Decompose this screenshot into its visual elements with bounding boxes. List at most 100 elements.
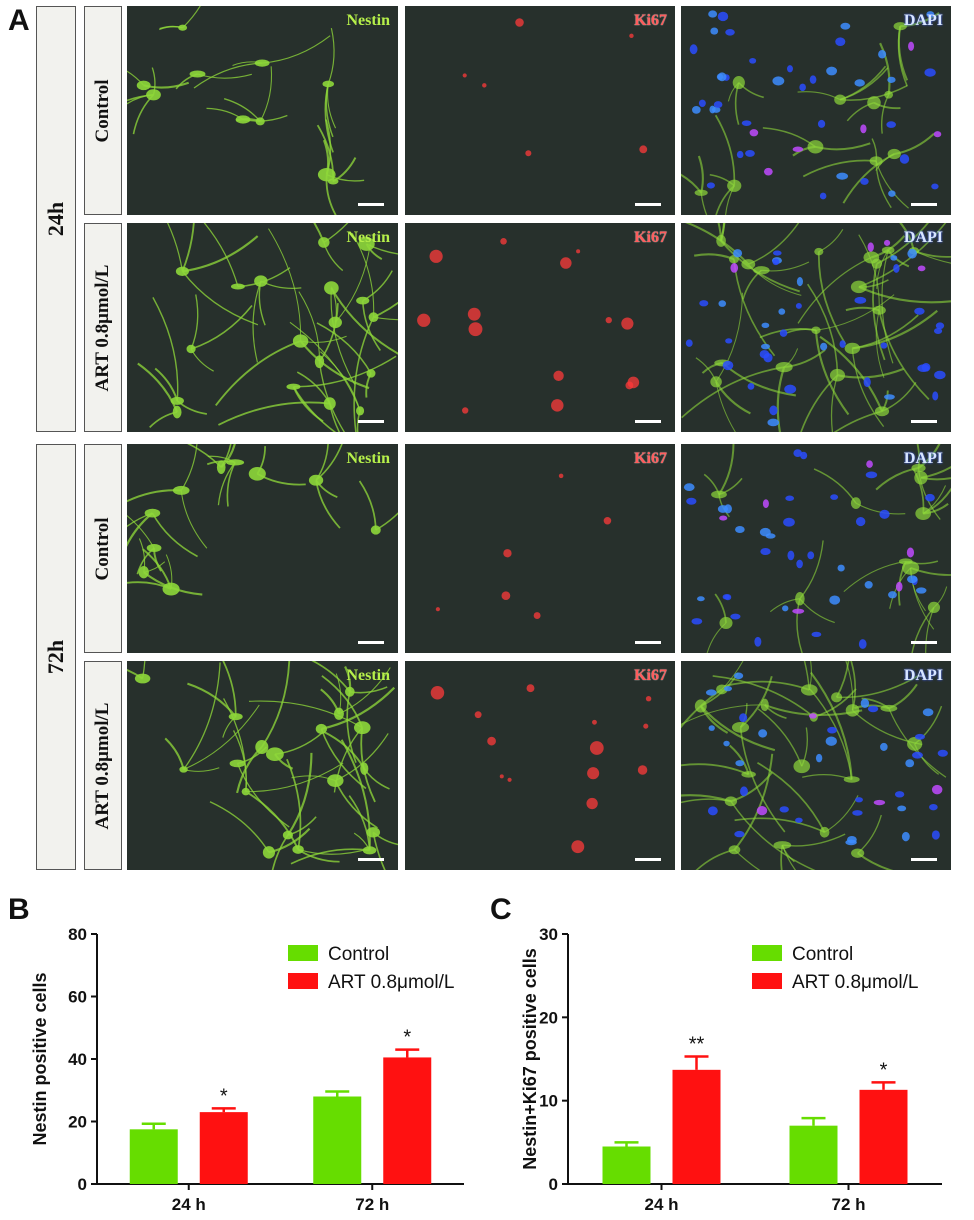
- row-label-text: Control: [92, 79, 113, 142]
- bar-control: [129, 1129, 178, 1184]
- y-tick-label: 40: [68, 1050, 87, 1069]
- micrograph-nestin: Nestin: [127, 223, 398, 432]
- micrograph-image: [127, 661, 398, 870]
- micrograph-image: [683, 444, 951, 653]
- scale-bar: [358, 858, 384, 861]
- row-label-art-24h: ART 0.8μmol/L: [84, 223, 122, 432]
- micrograph-dapi: DAPI: [681, 223, 951, 432]
- row-label-text: ART 0.8μmol/L: [92, 702, 113, 829]
- row-label-text: Control: [92, 517, 113, 580]
- y-tick-label: 60: [68, 988, 87, 1007]
- legend-label: Control: [328, 944, 389, 965]
- channel-label-dapi: DAPI: [903, 229, 943, 246]
- row-label-text: ART 0.8μmol/L: [92, 264, 113, 391]
- micrograph-image: [681, 223, 951, 432]
- micrograph-image: [127, 6, 365, 215]
- micrograph-dapi: DAPI: [681, 444, 951, 653]
- y-tick-label: 0: [78, 1175, 87, 1194]
- chart-nestin-positive: 0 20 40 60 80 Nestin positive cells 24 h * 72 h *…: [30, 925, 464, 1214]
- panel-c-letter: C: [490, 893, 512, 926]
- channel-label-dapi: DAPI: [903, 450, 943, 467]
- scale-bar: [911, 858, 937, 861]
- scale-bar: [635, 203, 661, 206]
- channel-label-ki67: Ki67: [634, 450, 667, 467]
- channel-label-dapi: DAPI: [903, 12, 943, 29]
- channel-label-nestin: Nestin: [346, 450, 390, 467]
- micrograph-image: [435, 473, 612, 619]
- bar-art: [672, 1069, 721, 1184]
- time-label-24h: 24h: [36, 6, 76, 432]
- row-label-control-72h: Control: [84, 444, 122, 653]
- y-axis-title: Nestin+Ki67 positive cells: [520, 948, 540, 1170]
- row-label-art-72h: ART 0.8μmol/L: [84, 661, 122, 870]
- scale-bar: [635, 420, 661, 423]
- legend-swatch: [288, 973, 318, 989]
- channel-label-dapi: DAPI: [903, 667, 943, 684]
- micrograph-dapi: DAPI: [681, 661, 951, 870]
- x-tick-label: 72 h: [831, 1195, 865, 1214]
- significance-marker: *: [403, 1027, 411, 1049]
- scale-bar: [911, 420, 937, 423]
- y-tick-label: 0: [549, 1175, 558, 1194]
- time-label-24h-text: 24h: [43, 201, 68, 237]
- row-label-control-24h: Control: [84, 6, 122, 215]
- time-label-72h: 72h: [36, 444, 76, 870]
- micrograph-image: [417, 237, 640, 414]
- legend-label: ART 0.8μmol/L: [792, 972, 918, 993]
- significance-marker: *: [880, 1059, 888, 1081]
- significance-marker: **: [689, 1034, 705, 1056]
- legend-label: ART 0.8μmol/L: [328, 972, 454, 993]
- channel-label-ki67: Ki67: [634, 229, 667, 246]
- legend-swatch: [288, 945, 318, 961]
- legend-swatch: [752, 945, 782, 961]
- micrograph-ki67: Ki67: [405, 661, 675, 870]
- micrograph-ki67: Ki67: [405, 444, 675, 653]
- bar-art: [199, 1112, 248, 1184]
- micrograph-image: [430, 684, 652, 854]
- legend-label: Control: [792, 944, 853, 965]
- panel-a-letter: A: [8, 4, 30, 37]
- scale-bar: [635, 641, 661, 644]
- scale-bar: [358, 641, 384, 644]
- micrograph-nestin: Nestin: [127, 6, 398, 215]
- y-tick-label: 30: [539, 925, 558, 944]
- micrograph-ki67: Ki67: [405, 223, 675, 432]
- bar-control: [602, 1146, 651, 1184]
- micrograph-image: [681, 661, 948, 870]
- scale-bar: [911, 203, 937, 206]
- chart-nestin-ki67-positive: 0 10 20 30 Nestin+Ki67 positive cells 24 h ** 7…: [520, 925, 942, 1214]
- panel-b-letter: B: [8, 893, 30, 926]
- micrograph-dapi: DAPI: [681, 6, 951, 215]
- bar-art: [383, 1057, 432, 1184]
- y-axis-title: Nestin positive cells: [30, 972, 50, 1145]
- micrograph-ki67: Ki67: [405, 6, 675, 215]
- channel-label-nestin: Nestin: [346, 229, 390, 246]
- micrograph-image: [462, 18, 648, 157]
- bar-control: [789, 1125, 838, 1184]
- micrograph-nestin: Nestin: [127, 661, 398, 870]
- significance-marker: *: [220, 1085, 228, 1107]
- x-tick-label: 24 h: [644, 1195, 678, 1214]
- x-tick-label: 24 h: [172, 1195, 206, 1214]
- y-tick-label: 20: [539, 1008, 558, 1027]
- y-tick-label: 20: [68, 1113, 87, 1132]
- x-tick-label: 72 h: [355, 1195, 389, 1214]
- channel-label-nestin: Nestin: [346, 12, 390, 29]
- time-label-72h-text: 72h: [43, 639, 68, 675]
- micrograph-image: [127, 444, 398, 596]
- micrograph-image: [137, 223, 398, 432]
- micrograph-image: [681, 10, 942, 215]
- scale-bar: [911, 641, 937, 644]
- bar-control: [313, 1096, 362, 1184]
- channel-label-ki67: Ki67: [634, 12, 667, 29]
- channel-label-nestin: Nestin: [346, 667, 390, 684]
- scale-bar: [635, 858, 661, 861]
- micrograph-nestin: Nestin: [127, 444, 398, 653]
- channel-label-ki67: Ki67: [634, 667, 667, 684]
- y-tick-label: 10: [539, 1092, 558, 1111]
- scale-bar: [358, 203, 384, 206]
- legend-swatch: [752, 973, 782, 989]
- bar-art: [859, 1089, 908, 1184]
- scale-bar: [358, 420, 384, 423]
- y-tick-label: 80: [68, 925, 87, 944]
